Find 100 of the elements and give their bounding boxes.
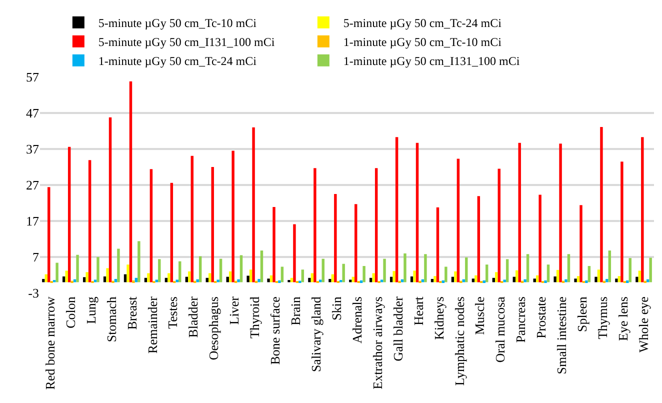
bar <box>474 275 478 282</box>
bar <box>477 196 480 282</box>
bar <box>597 270 600 282</box>
bar <box>88 160 92 282</box>
bar <box>641 137 644 282</box>
bar <box>576 276 580 282</box>
bar <box>48 187 50 282</box>
x-tick-label: Stomach <box>104 296 119 342</box>
bar <box>524 279 526 282</box>
bar <box>68 146 71 282</box>
x-tick-label: Remainder <box>144 296 160 354</box>
x-tick-label: Muscle <box>472 296 488 335</box>
bar <box>319 280 322 282</box>
bar <box>606 278 608 282</box>
bar <box>546 264 550 282</box>
bar <box>147 273 150 282</box>
bar <box>322 258 324 282</box>
bar <box>280 266 284 282</box>
bar <box>178 261 182 282</box>
bar <box>76 254 79 282</box>
legend-label: 1-minute µGy 50 cm_I131_100 mCi <box>343 54 520 68</box>
bar <box>86 272 88 282</box>
bar <box>328 278 332 282</box>
x-tick-label: Lung <box>83 296 98 324</box>
bar <box>626 280 629 283</box>
bar <box>374 168 378 282</box>
bar <box>383 258 386 282</box>
bar <box>219 258 222 282</box>
bar <box>649 258 652 282</box>
bar <box>260 250 264 282</box>
bar <box>526 254 530 282</box>
x-tick-label: Brain <box>288 296 304 326</box>
bar <box>308 278 311 282</box>
x-tick-label: Liver <box>226 296 242 325</box>
bar <box>349 280 352 282</box>
bar <box>585 280 588 283</box>
bar <box>82 277 86 282</box>
bar <box>559 144 562 282</box>
bar <box>618 276 621 282</box>
bar <box>498 168 500 282</box>
bar <box>190 156 194 282</box>
x-tick-label: Thyroid <box>247 296 262 338</box>
x-tick-label: Small intestine <box>554 296 570 374</box>
bar <box>293 224 296 282</box>
bar <box>518 142 521 282</box>
bar <box>208 273 212 282</box>
bar <box>638 270 642 282</box>
bar <box>42 278 45 282</box>
x-tick-label: Oral mucosa <box>492 296 508 363</box>
bar <box>354 204 358 282</box>
bar <box>342 264 345 282</box>
bar <box>272 206 276 282</box>
y-tick-label: 7 <box>32 250 40 265</box>
bar <box>211 167 214 282</box>
bar <box>362 266 366 282</box>
legend-label: 5-minute µGy 50 cm_Tc-10 mCi <box>98 16 258 30</box>
bar <box>117 248 120 282</box>
bar <box>249 270 252 282</box>
bar <box>372 273 375 282</box>
bar <box>198 256 202 282</box>
bar <box>538 194 542 282</box>
x-tick-label: Colon <box>62 296 78 328</box>
bar <box>608 250 612 282</box>
x-tick-label: Pancreas <box>513 296 528 343</box>
bar <box>96 257 100 282</box>
bar <box>314 168 316 282</box>
bar <box>237 279 240 282</box>
bar <box>216 280 220 282</box>
x-tick-label: Whole eye <box>636 296 651 353</box>
bar <box>465 257 468 282</box>
bar <box>416 142 419 282</box>
bar <box>434 276 436 282</box>
bar <box>506 259 509 282</box>
legend-label: 1-minute µGy 50 cm_Tc-24 mCi <box>98 54 258 68</box>
y-tick-label: 17 <box>26 214 40 229</box>
y-tick-label: 47 <box>26 106 40 121</box>
bar <box>129 81 132 282</box>
legend-label: 5-minute µGy 50 cm_Tc-24 mCi <box>343 16 502 30</box>
bar <box>404 253 406 282</box>
y-tick-label: -3 <box>28 286 39 301</box>
x-tick-label: Bone surface <box>268 296 283 365</box>
x-tick-label: Heart <box>410 296 426 326</box>
bar <box>533 278 536 282</box>
bar <box>170 182 174 282</box>
bar <box>588 266 591 282</box>
bar <box>188 271 191 282</box>
x-tick-label: Prostate <box>534 296 549 338</box>
bar <box>503 280 506 282</box>
y-tick-label: 57 <box>26 70 40 85</box>
bar <box>436 207 440 282</box>
x-tick-label: Testes <box>165 296 180 329</box>
bar <box>252 127 255 282</box>
bar <box>544 280 547 283</box>
x-tick-label: Lymphatic nodes <box>452 296 467 386</box>
x-tick-label: Gall bladder <box>390 296 406 362</box>
bar <box>392 271 396 282</box>
bar <box>155 280 158 282</box>
bar <box>454 271 457 282</box>
bar <box>413 270 416 282</box>
x-tick-label: Red bone marrow <box>42 296 58 390</box>
